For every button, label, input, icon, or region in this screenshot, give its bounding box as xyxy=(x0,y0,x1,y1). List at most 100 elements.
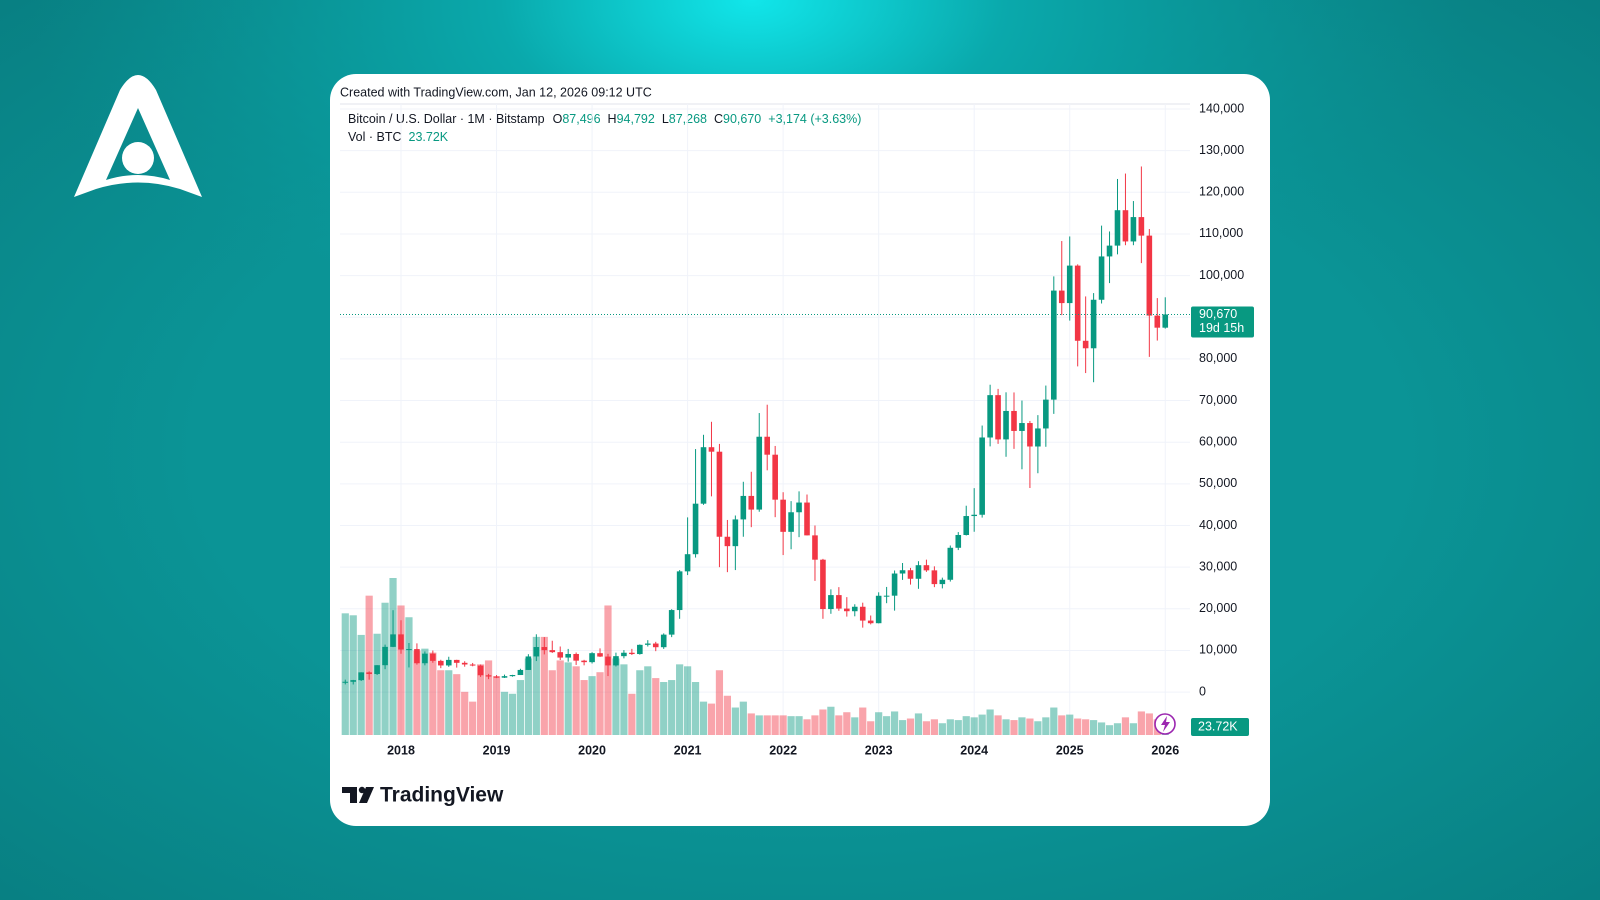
volume-bar xyxy=(827,706,835,735)
volume-bar xyxy=(1121,717,1130,735)
candle-body xyxy=(581,660,587,663)
volume-bar xyxy=(1105,725,1114,735)
candle-body xyxy=(915,565,922,579)
volume-bar xyxy=(787,716,795,735)
logo-v xyxy=(359,787,374,803)
logo-a xyxy=(74,75,202,197)
volume-bar xyxy=(357,634,365,735)
volume-value: 23.72K xyxy=(409,130,449,144)
volume-bar xyxy=(1058,715,1066,735)
candle-body xyxy=(414,649,420,664)
ohlc-key: C xyxy=(714,112,723,126)
symbol-legend: Bitcoin / U.S. Dollar · 1M · Bitstamp O87… xyxy=(348,112,861,126)
volume-bar xyxy=(620,664,628,735)
volume-bar xyxy=(564,662,572,735)
volume-legend: Vol · BTC 23.72K xyxy=(348,130,449,144)
candle-body xyxy=(756,436,763,510)
candle-body xyxy=(1154,315,1161,328)
candle-body xyxy=(398,634,404,650)
candle-body xyxy=(955,534,962,548)
candle-body xyxy=(621,652,627,657)
candle-body xyxy=(820,559,826,610)
volume-bar xyxy=(715,670,724,735)
volume-bar xyxy=(835,715,843,735)
y-tick-label: 30,000 xyxy=(1199,559,1237,573)
y-tick-label: 110,000 xyxy=(1199,226,1243,240)
candle-body xyxy=(939,579,946,585)
candle-body xyxy=(597,653,603,657)
candle-body xyxy=(350,680,357,682)
candle-body xyxy=(1130,217,1137,242)
candle-body xyxy=(485,675,492,677)
candle-body xyxy=(589,653,595,663)
candle-body xyxy=(867,620,874,624)
volume-bar xyxy=(588,676,596,735)
chart-card xyxy=(330,74,1270,826)
volume-bar xyxy=(930,719,938,735)
candle-body xyxy=(740,495,747,520)
volume-name: Vol · BTC xyxy=(348,130,402,144)
x-tick-label: 2019 xyxy=(483,743,511,757)
y-tick-label: 80,000 xyxy=(1199,351,1237,365)
candle-body xyxy=(788,512,794,532)
volume-bar xyxy=(660,682,668,735)
volume-bar xyxy=(779,715,787,735)
x-tick-label: 2023 xyxy=(865,743,893,757)
candle-body xyxy=(1058,290,1065,304)
y-tick-label: 70,000 xyxy=(1199,393,1237,407)
volume-bar xyxy=(1002,719,1010,735)
candle-body xyxy=(812,535,818,560)
candle-body xyxy=(931,570,938,585)
volume-bar xyxy=(1010,720,1018,735)
candle-body xyxy=(549,650,556,653)
volume-bar xyxy=(914,713,923,735)
volume-bar xyxy=(922,721,931,735)
tradingview-logo: TradingView xyxy=(342,784,504,807)
volume-bar xyxy=(723,695,732,735)
ohlc-value: 94,792 xyxy=(617,112,655,126)
volume-bar xyxy=(763,715,771,735)
volume-bar xyxy=(1018,717,1026,735)
volume-bar xyxy=(811,715,819,735)
candle-body xyxy=(422,653,428,664)
candle-body xyxy=(796,502,802,513)
candle-body xyxy=(780,499,786,532)
candle-body xyxy=(875,595,882,624)
candle-body xyxy=(493,676,500,678)
candle-body xyxy=(907,570,914,579)
volume-bar xyxy=(795,716,803,735)
candle-body xyxy=(652,643,659,648)
ohlc-key: O xyxy=(553,112,563,126)
candle-body xyxy=(851,606,858,612)
volume-bar xyxy=(556,660,564,735)
candle-body xyxy=(963,516,970,535)
volume-bar xyxy=(755,715,763,735)
volume-bar xyxy=(1082,719,1090,735)
volume-bar xyxy=(429,652,437,735)
candle-body xyxy=(342,681,349,683)
candle-body xyxy=(1003,410,1009,440)
candle-body xyxy=(525,656,532,670)
volume-bar xyxy=(1145,713,1153,735)
volume-bar xyxy=(938,723,946,735)
x-tick-label: 2020 xyxy=(578,743,606,757)
candle-body xyxy=(923,565,930,571)
y-tick-label: 50,000 xyxy=(1199,476,1237,490)
candle-body xyxy=(469,664,476,666)
volume-bar xyxy=(1074,718,1082,735)
candle-body xyxy=(509,675,516,677)
x-tick-label: 2021 xyxy=(674,743,702,757)
y-tick-label: 130,000 xyxy=(1199,143,1244,157)
candle-body xyxy=(1122,210,1129,242)
candle-body xyxy=(899,570,906,574)
candle-body xyxy=(684,554,691,572)
volume-bar xyxy=(946,719,954,735)
y-tick-label: 100,000 xyxy=(1199,268,1244,282)
candle-body xyxy=(453,659,460,663)
volume-bar xyxy=(445,670,453,735)
candle-body xyxy=(1146,235,1153,316)
volume-bar xyxy=(341,613,349,735)
volume-bar xyxy=(668,680,676,735)
candle-body xyxy=(1011,410,1017,431)
candles xyxy=(342,166,1169,685)
